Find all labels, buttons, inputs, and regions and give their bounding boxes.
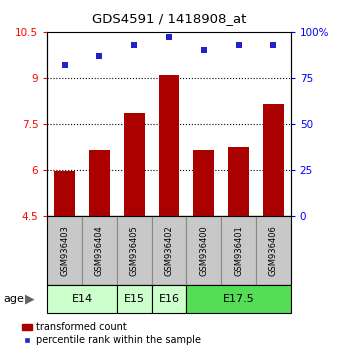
Text: age: age <box>3 294 24 304</box>
Bar <box>186 216 221 285</box>
Bar <box>117 216 152 285</box>
Bar <box>47 285 117 313</box>
Text: GSM936400: GSM936400 <box>199 225 208 276</box>
Bar <box>89 150 110 216</box>
Point <box>271 42 276 47</box>
Point <box>201 47 207 53</box>
Bar <box>193 150 214 216</box>
Bar <box>152 285 186 313</box>
Text: E15: E15 <box>124 294 145 304</box>
Text: GSM936402: GSM936402 <box>165 225 173 276</box>
Bar <box>221 216 256 285</box>
Bar <box>228 147 249 216</box>
Text: E17.5: E17.5 <box>223 294 255 304</box>
Bar <box>159 75 179 216</box>
Point <box>166 35 172 40</box>
Text: ▶: ▶ <box>25 293 35 306</box>
Point <box>62 62 67 68</box>
Legend: transformed count, percentile rank within the sample: transformed count, percentile rank withi… <box>18 319 205 349</box>
Point <box>97 53 102 59</box>
Text: GSM936404: GSM936404 <box>95 225 104 276</box>
Bar <box>124 113 145 216</box>
Bar <box>152 216 186 285</box>
Text: GDS4591 / 1418908_at: GDS4591 / 1418908_at <box>92 12 246 25</box>
Bar <box>82 216 117 285</box>
Text: GSM936403: GSM936403 <box>60 225 69 276</box>
Bar <box>54 171 75 216</box>
Text: E16: E16 <box>159 294 179 304</box>
Point <box>236 42 241 47</box>
Text: E14: E14 <box>72 294 93 304</box>
Bar <box>263 104 284 216</box>
Bar <box>256 216 291 285</box>
Text: GSM936406: GSM936406 <box>269 225 278 276</box>
Bar <box>47 216 82 285</box>
Bar <box>186 285 291 313</box>
Text: GSM936401: GSM936401 <box>234 225 243 276</box>
Text: GSM936405: GSM936405 <box>130 225 139 276</box>
Bar <box>117 285 152 313</box>
Point <box>131 42 137 47</box>
